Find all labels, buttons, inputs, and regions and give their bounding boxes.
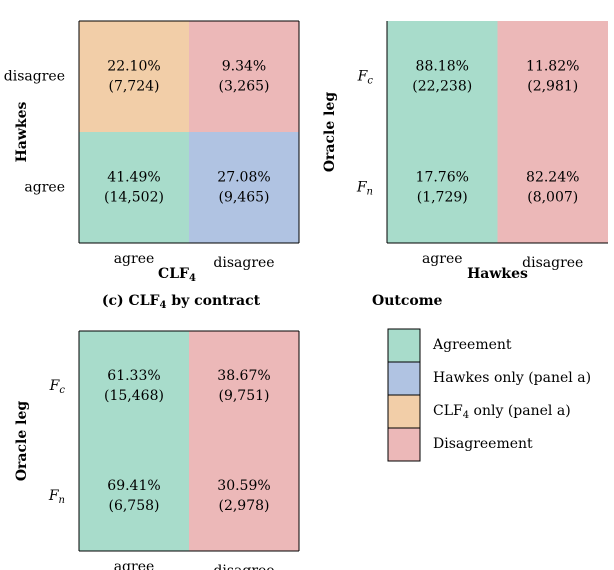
legend-swatch <box>387 328 421 363</box>
heatmap-cell <box>189 132 299 243</box>
cell-count-label: (1,729) <box>417 190 468 206</box>
cell-percent-label: 27.08% <box>217 170 270 186</box>
legend-swatch <box>387 394 421 429</box>
y-tick-label: Fn <box>48 488 65 506</box>
y-axis-label: Hawkes <box>14 101 30 162</box>
heatmap-cell <box>497 132 608 243</box>
panel-b-heatmap: 88.18% (22,238) 11.82% (2,981) 17.76% (1,729)… <box>322 21 608 282</box>
panel-c-heatmap: 61.33% (15,468) 38.67% (9,751) 69.41% (6,758)… <box>14 293 300 570</box>
legend: Outcome Agreement Hawkes only (panel a) CLF… <box>372 293 591 462</box>
cell-count-label: (14,502) <box>104 190 164 206</box>
legend-entry-label: Agreement <box>432 337 512 353</box>
legend-entry-label: Disagreement <box>433 436 533 452</box>
cell-count-label: (22,238) <box>412 79 472 95</box>
heatmap-cell <box>387 132 498 243</box>
cell-percent-label: 30.59% <box>217 478 270 494</box>
x-tick-label: agree <box>422 251 463 267</box>
cell-count-label: (9,465) <box>218 190 269 206</box>
x-tick-label: agree <box>114 251 155 267</box>
cell-count-label: (6,758) <box>108 498 159 514</box>
heatmap-cell <box>79 132 189 243</box>
y-tick-label: agree <box>24 180 65 196</box>
heatmap-cell <box>79 441 189 551</box>
x-axis-label: CLF4 <box>158 266 196 284</box>
cell-count-label: (7,724) <box>108 79 159 95</box>
heatmap-cell <box>189 21 299 132</box>
cell-count-label: (2,981) <box>527 79 578 95</box>
x-tick-label: disagree <box>213 255 274 271</box>
cell-count-label: (8,007) <box>527 190 578 206</box>
cell-percent-label: 69.41% <box>107 478 160 494</box>
x-tick-label: disagree <box>522 255 583 271</box>
heatmap-cell <box>79 21 189 132</box>
cell-percent-label: 61.33% <box>107 368 160 384</box>
cell-count-label: (3,265) <box>218 79 269 95</box>
y-tick-label: Fn <box>356 180 373 198</box>
heatmap-cell <box>189 441 299 551</box>
y-axis-label: Oracle leg <box>14 401 30 481</box>
legend-entry-label: Hawkes only (panel a) <box>433 370 591 386</box>
legend-swatch <box>387 427 421 462</box>
y-axis-label: Oracle leg <box>322 92 338 172</box>
x-tick-label: agree <box>114 559 155 570</box>
cell-percent-label: 11.82% <box>526 59 579 75</box>
cell-percent-label: 22.10% <box>107 59 160 75</box>
y-tick-label: Fc <box>357 69 374 87</box>
panel-title: (c) CLF4 by contract <box>102 293 261 311</box>
y-tick-label: Fc <box>49 378 66 396</box>
cell-percent-label: 38.67% <box>217 368 270 384</box>
x-axis-label: Hawkes <box>467 266 528 282</box>
cell-count-label: (9,751) <box>218 388 269 404</box>
legend-entry-label: CLF4 only (panel a) <box>433 403 571 421</box>
cell-count-label: (2,978) <box>218 498 269 514</box>
cell-percent-label: 41.49% <box>107 170 160 186</box>
heatmap-cell <box>79 331 189 441</box>
heatmap-cell <box>387 21 498 132</box>
y-tick-label: disagree <box>4 69 65 85</box>
x-tick-label: disagree <box>213 563 274 570</box>
legend-title: Outcome <box>372 293 443 309</box>
panel-a-heatmap: 22.10% (7,724) 9.34% (3,265) 41.49% (14,502) 2… <box>4 20 300 284</box>
cell-percent-label: 88.18% <box>416 59 469 75</box>
cell-percent-label: 82.24% <box>526 170 579 186</box>
heatmap-cell <box>189 331 299 441</box>
legend-swatch <box>387 361 421 396</box>
cell-percent-label: 17.76% <box>416 170 469 186</box>
cell-count-label: (15,468) <box>104 388 164 404</box>
cell-percent-label: 9.34% <box>222 59 266 75</box>
heatmap-cell <box>497 21 608 132</box>
